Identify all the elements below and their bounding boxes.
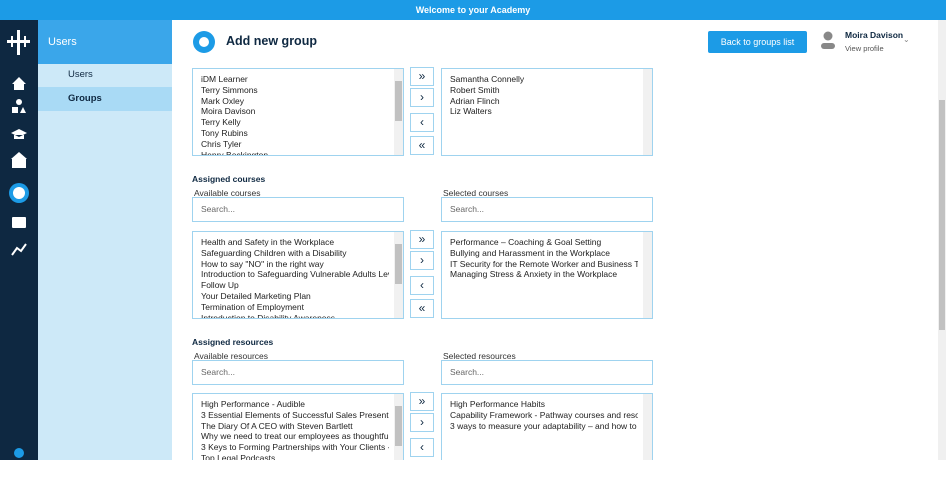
list-scroll-thumb[interactable] (395, 81, 402, 121)
scroll-thumb[interactable] (939, 100, 945, 330)
list-item[interactable]: Mark Oxley (201, 95, 244, 106)
section-heading: Assigned resources (192, 337, 274, 347)
available-label: Available resources (194, 351, 269, 361)
search-input[interactable]: Search... (441, 360, 653, 385)
transfer-button[interactable]: ‹ (410, 276, 434, 295)
page-title: Add new group (226, 34, 317, 48)
list-box: Samantha Connelly Robert Smith Adrian Flin… (441, 68, 653, 156)
logo (7, 30, 30, 55)
courses-icon[interactable] (11, 129, 27, 139)
sidebar-title: Users (38, 20, 172, 64)
groups-icon-inner (13, 187, 25, 199)
list-box: High Performance Habits Capability Framew… (441, 393, 653, 460)
list-item[interactable]: Follow Up (201, 280, 239, 291)
list-item[interactable]: Performance – Coaching & Goal Setting (450, 237, 602, 247)
list-item[interactable]: iDM Learner (201, 74, 248, 84)
list-item[interactable]: Samantha Connelly (450, 74, 525, 84)
list-scrollbar (643, 232, 652, 318)
list-box: Performance – Coaching & Goal Setting Bul… (441, 231, 653, 319)
list-item[interactable]: Robert Smith (450, 84, 500, 95)
sub-sidebar: Users Users Groups (38, 20, 172, 460)
list-item[interactable]: 3 Keys to Forming Partnerships with Your… (201, 442, 389, 453)
section-heading: Assigned courses (192, 174, 266, 184)
transfer-button[interactable]: › (410, 413, 434, 432)
list-item[interactable]: Termination of Employment (201, 301, 304, 312)
list-item[interactable]: Terry Kelly (201, 117, 241, 128)
search-input[interactable]: Search... (441, 197, 653, 222)
selected-label: Selected courses (443, 188, 509, 198)
list-item[interactable]: High Performance - Audible (201, 399, 305, 409)
list-scrollbar (394, 69, 403, 155)
icon-rail (0, 20, 38, 460)
chevron[interactable]: ⌄ (903, 35, 910, 44)
list-item[interactable]: Moira Davison (201, 106, 256, 117)
nav-item[interactable]: Users (68, 69, 93, 80)
list-item[interactable]: Health and Safety in the Workplace (201, 237, 335, 247)
list-scroll-thumb[interactable] (395, 244, 402, 284)
building-icon[interactable] (11, 152, 27, 168)
transfer-button[interactable]: » (410, 230, 434, 249)
list-box: Health and Safety in the Workplace Safegu… (192, 231, 404, 319)
list-box: High Performance - Audible 3 Essential El… (192, 393, 404, 460)
media-icon[interactable] (12, 217, 26, 228)
list-item[interactable]: Top Legal Podcasts (201, 452, 276, 460)
list-item[interactable]: Adrian Flinch (450, 95, 500, 106)
list-scroll-thumb[interactable] (395, 406, 402, 446)
rail-icons (7, 30, 30, 458)
list-scrollbar (643, 69, 652, 155)
search-input[interactable]: Search... (192, 360, 404, 385)
list-item[interactable]: Safeguarding Children with a Disability (201, 247, 347, 258)
avatar[interactable] (820, 31, 836, 51)
transfer-button[interactable]: « (410, 136, 434, 155)
list-box: iDM Learner Terry Simmons Mark Oxley Moira … (192, 68, 404, 156)
search-input[interactable]: Search... (192, 197, 404, 222)
list-item[interactable]: High Performance Habits (450, 399, 545, 409)
transfer-button[interactable]: » (410, 392, 434, 411)
list-item[interactable]: Managing Stress & Anxiety in the Workpla… (450, 269, 618, 280)
list-item[interactable]: Tony Rubins (201, 127, 248, 138)
nav-item-active[interactable]: Groups (38, 87, 172, 111)
main: Add new group Back to groups list Moira … (172, 20, 938, 460)
transfer-button[interactable]: › (410, 251, 434, 270)
shapes-icon[interactable] (12, 99, 26, 113)
title-icon (193, 31, 215, 53)
list-scrollbar (643, 394, 652, 460)
list-item[interactable]: Chris Tyler (201, 138, 242, 149)
list-scrollbar (394, 232, 403, 318)
list-item[interactable]: How to say "NO" in the right way (201, 258, 324, 269)
list-item[interactable]: Your Detailed Marketing Plan (201, 290, 311, 301)
back-button[interactable]: Back to groups list (708, 31, 807, 53)
list-item[interactable]: Henry Beckington (201, 149, 269, 156)
reports-icon[interactable] (11, 243, 27, 256)
list-item[interactable]: The Diary Of A CEO with Steven Bartlett (201, 420, 353, 431)
view-profile[interactable]: View profile (845, 44, 884, 53)
user-name[interactable]: Moira Davison (845, 30, 904, 40)
selected-label: Selected resources (443, 351, 516, 361)
list-item[interactable]: Bullying and Harassment in the Workplace (450, 247, 611, 258)
transfer-button[interactable]: ‹ (410, 438, 434, 457)
banner: Welcome to your Academy (0, 0, 946, 20)
list-scrollbar (394, 394, 403, 460)
list-item[interactable]: Terry Simmons (201, 84, 258, 95)
list-item[interactable]: Liz Walters (450, 106, 492, 117)
list-item[interactable]: Why we need to treat our employees as th… (201, 431, 389, 442)
transfer-button[interactable]: « (410, 299, 434, 318)
available-label: Available courses (194, 188, 261, 198)
list-item[interactable]: IT Security for the Remote Worker and Bu… (450, 258, 638, 269)
list-item[interactable]: 3 Essential Elements of Successful Sales… (201, 409, 389, 420)
list-item[interactable]: Introduction to Safeguarding Vulnerable … (201, 269, 389, 280)
list-item[interactable]: Capability Framework - Pathway courses a… (450, 409, 638, 420)
list-item[interactable]: Introduction to Disability Awareness (201, 312, 336, 319)
list-item[interactable]: 3 ways to measure your adaptability – an… (450, 420, 638, 431)
transfer-button[interactable]: ‹ (410, 113, 434, 132)
home-icon[interactable] (12, 77, 26, 90)
transfer-button[interactable]: » (410, 67, 434, 86)
page-scrollbar (938, 20, 946, 460)
transfer-button[interactable]: › (410, 88, 434, 107)
settings-icon[interactable] (14, 448, 24, 458)
